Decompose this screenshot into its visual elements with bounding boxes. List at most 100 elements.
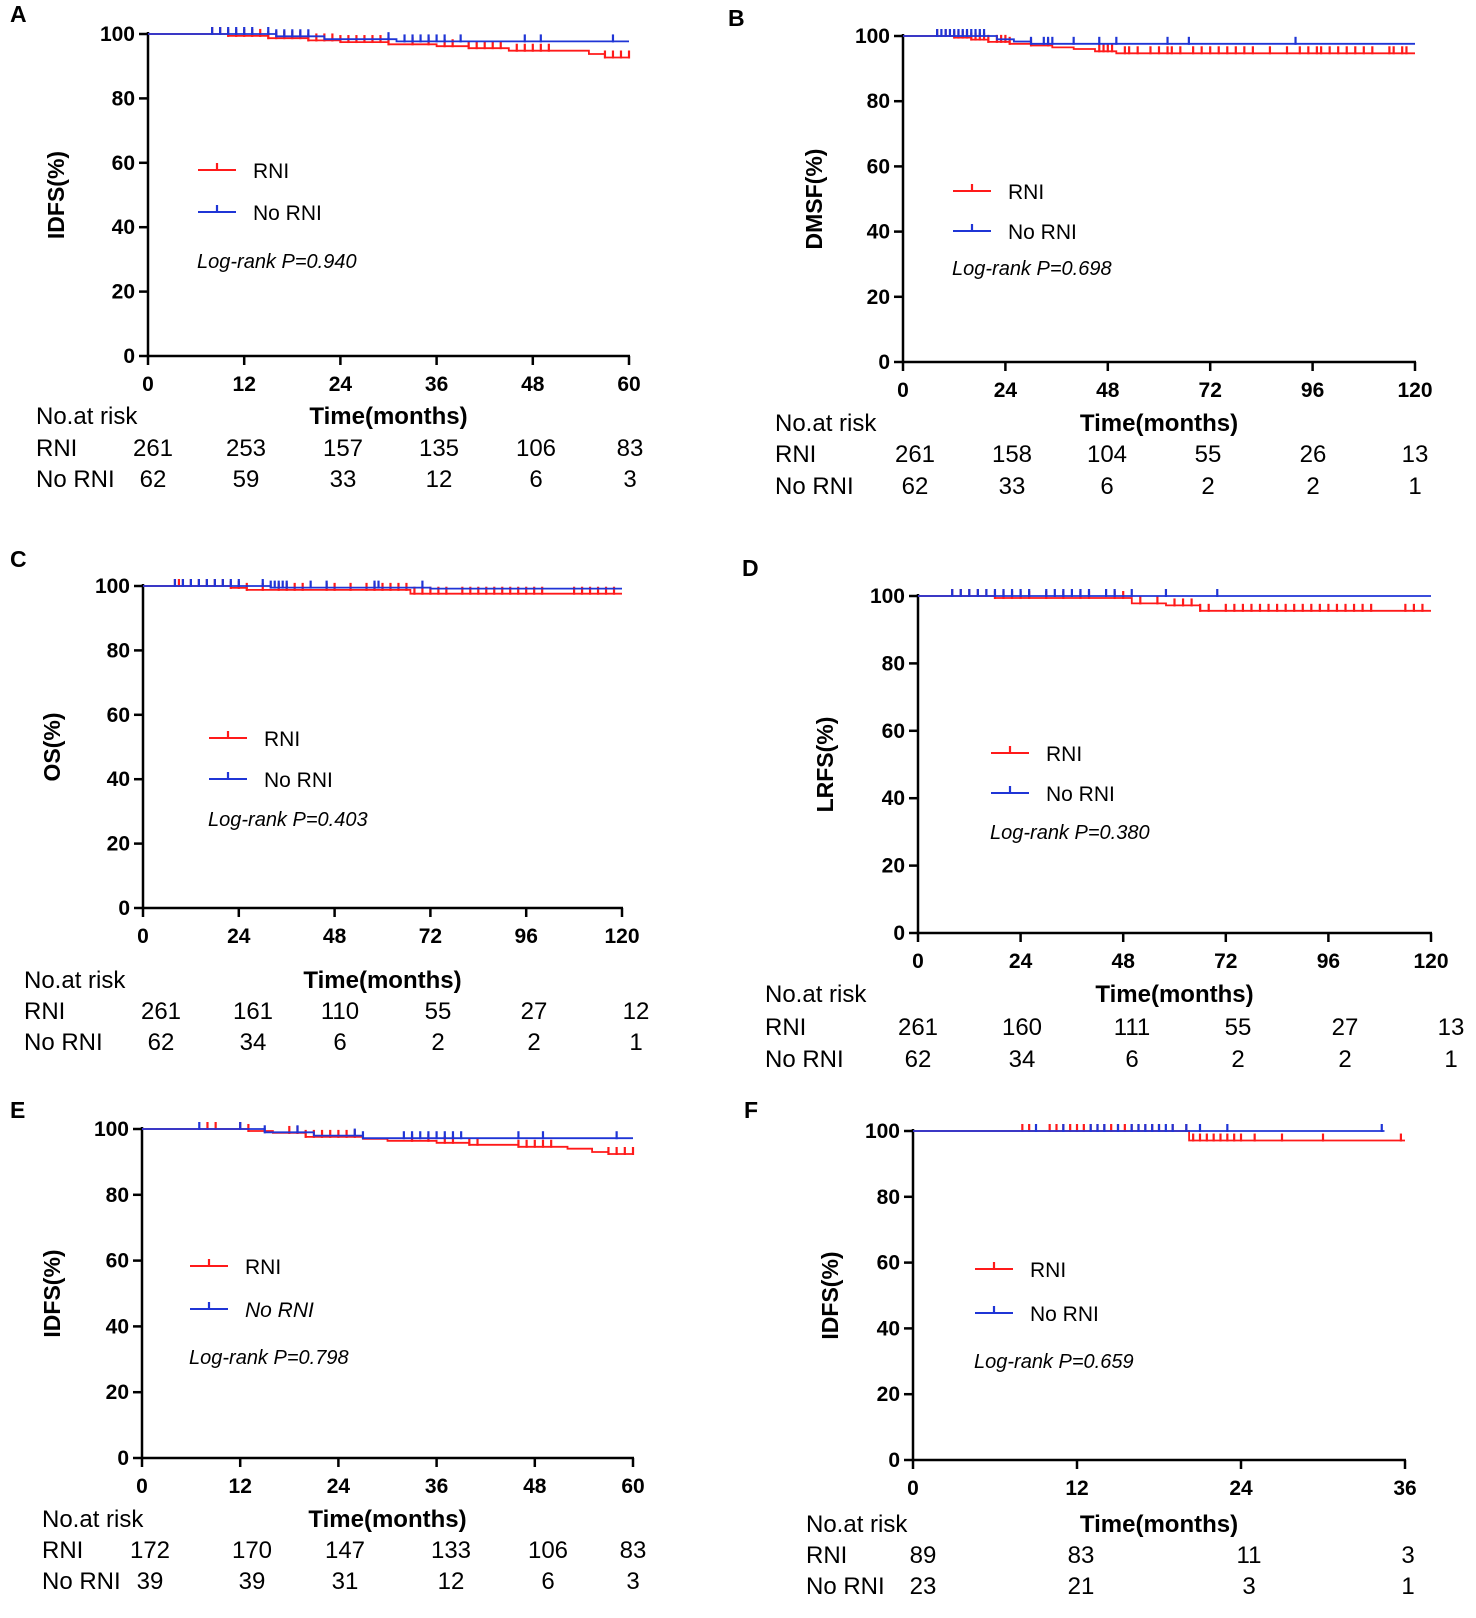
risk-value: 83 bbox=[620, 1537, 647, 1564]
risk-value: 21 bbox=[1068, 1573, 1095, 1600]
risk-value: 12 bbox=[426, 466, 453, 493]
y-tick-label: 60 bbox=[107, 704, 130, 727]
x-tick-label: 0 bbox=[137, 925, 149, 948]
km-panel-c: C 0 20 40 60 80 100 0 24 48 72 96 120 OS(%) Time(month… bbox=[10, 546, 649, 1056]
x-axis-label: Time(months) bbox=[1095, 981, 1253, 1008]
risk-row-label: No RNI bbox=[24, 1029, 103, 1056]
x-tick-label: 0 bbox=[912, 950, 924, 973]
panel-label: E bbox=[10, 1097, 25, 1123]
x-tick-label: 36 bbox=[425, 373, 448, 396]
km-curve-rni bbox=[142, 1128, 633, 1155]
y-tick-label: 0 bbox=[118, 897, 130, 920]
y-tick-label: 20 bbox=[882, 855, 905, 878]
risk-value: 55 bbox=[1195, 441, 1222, 468]
risk-value: 13 bbox=[1438, 1014, 1465, 1041]
legend-label-no-rni: No RNI bbox=[1030, 1303, 1099, 1326]
risk-row-label: RNI bbox=[806, 1542, 847, 1569]
x-tick-label: 48 bbox=[323, 925, 347, 948]
risk-value: 31 bbox=[332, 1568, 359, 1595]
legend-label-rni: RNI bbox=[245, 1256, 281, 1279]
legend-label-no-rni: No RNI bbox=[264, 769, 333, 792]
x-tick-label: 120 bbox=[1413, 950, 1448, 973]
x-axis-label: Time(months) bbox=[303, 967, 461, 994]
risk-value: 158 bbox=[992, 441, 1032, 468]
y-tick-label: 80 bbox=[106, 1184, 129, 1207]
x-tick-label: 24 bbox=[1229, 1477, 1253, 1500]
risk-value: 147 bbox=[325, 1537, 365, 1564]
risk-value: 106 bbox=[528, 1537, 568, 1564]
log-rank-pvalue: Log-rank P=0.403 bbox=[208, 809, 368, 831]
risk-value: 261 bbox=[133, 435, 173, 462]
km-curve-rni bbox=[913, 1130, 1405, 1142]
y-tick-label: 0 bbox=[893, 922, 905, 945]
x-axis-label: Time(months) bbox=[1080, 1511, 1238, 1538]
risk-value: 133 bbox=[431, 1537, 471, 1564]
legend-label-no-rni: No RNI bbox=[245, 1299, 314, 1322]
km-panel-f: F 0 20 40 60 80 100 0 12 24 36 IDFS(%) Time(months) R… bbox=[744, 1097, 1417, 1600]
risk-value: 11 bbox=[1237, 1542, 1262, 1569]
log-rank-pvalue: Log-rank P=0.659 bbox=[974, 1351, 1134, 1373]
risk-value: 55 bbox=[425, 998, 452, 1025]
panel-label: C bbox=[10, 546, 27, 572]
legend-label-no-rni: No RNI bbox=[253, 202, 322, 225]
y-tick-label: 100 bbox=[865, 1120, 900, 1143]
x-axis-label: Time(months) bbox=[309, 403, 467, 430]
risk-value: 6 bbox=[1100, 473, 1113, 500]
risk-value: 2 bbox=[1306, 473, 1319, 500]
y-tick-label: 0 bbox=[888, 1449, 900, 1472]
y-tick-label: 60 bbox=[867, 155, 890, 178]
y-tick-label: 100 bbox=[855, 25, 890, 48]
x-tick-label: 0 bbox=[136, 1475, 148, 1498]
risk-value: 261 bbox=[895, 441, 935, 468]
legend-label-rni: RNI bbox=[264, 728, 300, 751]
risk-value: 1 bbox=[1408, 473, 1421, 500]
risk-value: 253 bbox=[226, 435, 266, 462]
risk-value: 1 bbox=[1444, 1046, 1457, 1073]
km-panel-d: D 0 20 40 60 80 100 0 24 48 72 96 120 LRFS(%) Time(mon… bbox=[742, 555, 1464, 1073]
risk-value: 104 bbox=[1087, 441, 1127, 468]
y-tick-label: 80 bbox=[882, 652, 905, 675]
risk-value: 34 bbox=[240, 1029, 267, 1056]
risk-row-label: No RNI bbox=[42, 1568, 121, 1595]
risk-value: 261 bbox=[141, 998, 181, 1025]
risk-value: 26 bbox=[1300, 441, 1327, 468]
risk-value: 2 bbox=[1231, 1046, 1244, 1073]
risk-row-label: RNI bbox=[775, 441, 816, 468]
y-tick-label: 80 bbox=[867, 90, 890, 113]
risk-table-header: No.at risk bbox=[765, 981, 867, 1008]
y-axis-label: IDFS(%) bbox=[43, 151, 69, 239]
x-tick-label: 48 bbox=[1096, 379, 1120, 402]
legend-label-no-rni: No RNI bbox=[1046, 783, 1115, 806]
risk-value: 6 bbox=[541, 1568, 554, 1595]
risk-value: 2 bbox=[1338, 1046, 1351, 1073]
x-tick-label: 12 bbox=[229, 1475, 252, 1498]
risk-value: 13 bbox=[1402, 441, 1429, 468]
y-axis-label: DMSF(%) bbox=[801, 149, 827, 250]
x-tick-label: 60 bbox=[621, 1475, 644, 1498]
x-tick-label: 0 bbox=[907, 1477, 919, 1500]
y-tick-label: 0 bbox=[878, 351, 890, 374]
risk-value: 157 bbox=[323, 435, 363, 462]
y-tick-label: 100 bbox=[870, 585, 905, 608]
y-tick-label: 40 bbox=[882, 787, 905, 810]
risk-value: 6 bbox=[333, 1029, 346, 1056]
risk-row-label: RNI bbox=[765, 1014, 806, 1041]
y-tick-label: 60 bbox=[112, 152, 135, 175]
y-axis-label: OS(%) bbox=[39, 713, 65, 782]
risk-value: 27 bbox=[1332, 1014, 1359, 1041]
y-tick-label: 20 bbox=[107, 833, 130, 856]
risk-value: 83 bbox=[1068, 1542, 1095, 1569]
risk-value: 135 bbox=[419, 435, 459, 462]
log-rank-pvalue: Log-rank P=0.798 bbox=[189, 1347, 349, 1369]
x-tick-label: 24 bbox=[1009, 950, 1033, 973]
x-tick-label: 48 bbox=[521, 373, 545, 396]
risk-value: 6 bbox=[529, 466, 542, 493]
x-tick-label: 72 bbox=[1214, 950, 1237, 973]
risk-value: 23 bbox=[910, 1573, 937, 1600]
legend-label-rni: RNI bbox=[253, 160, 289, 183]
y-tick-label: 100 bbox=[94, 1118, 129, 1141]
y-tick-label: 40 bbox=[107, 768, 130, 791]
risk-value: 3 bbox=[623, 466, 636, 493]
